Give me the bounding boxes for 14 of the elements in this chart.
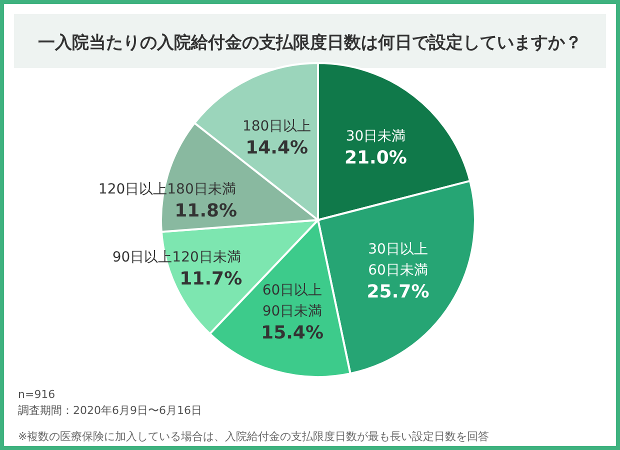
data-label: 15.4% (261, 322, 324, 344)
data-label: 11.7% (180, 268, 242, 290)
slice-label: 30日以上 60日未満 (368, 242, 428, 279)
data-label: 14.4% (246, 137, 308, 158)
slice-label: 180日以上 (242, 118, 312, 134)
text: n=916 (18, 388, 56, 401)
chart-title: 一入院当たりの入院給付金の支払限度日数は何日で設定していますか？ (38, 33, 582, 53)
data-label: 11.8% (174, 200, 238, 222)
data-label: 21.0% (344, 148, 407, 169)
data-label: 25.7% (366, 282, 430, 303)
text: ※複数の医療保険に加入している場合は、入院給付金の支払限度日数が最も長い設定日数を回答 (18, 430, 490, 443)
slice-label: 60日以上 90日未満 (262, 282, 322, 320)
text: 調査期間：2020年6月9日〜6月16日 (18, 404, 202, 417)
slice-label: 30日未満 (346, 128, 406, 145)
